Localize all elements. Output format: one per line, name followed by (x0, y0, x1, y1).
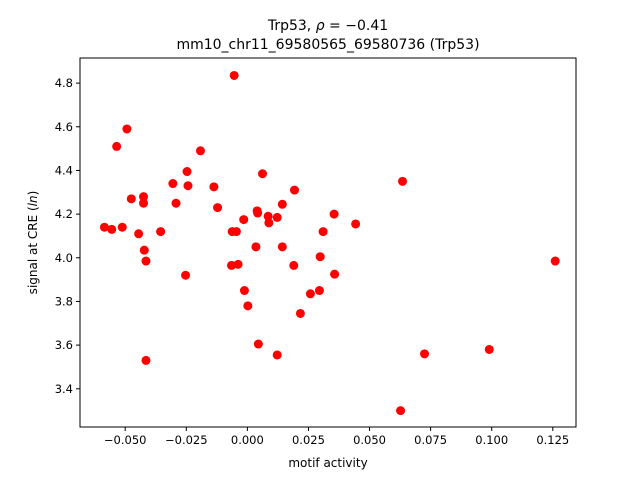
y-tick-label: 4.2 (55, 207, 73, 221)
y-axis-label: signal at CRE (ln) (26, 191, 40, 295)
scatter-point (351, 219, 361, 229)
scatter-point (330, 269, 340, 279)
title-prefix: Trp53, (267, 18, 316, 34)
scatter-point (398, 176, 408, 186)
x-axis-label: motif activity (288, 456, 367, 470)
scatter-point (141, 355, 151, 365)
y-tick-label: 3.4 (55, 382, 73, 396)
scatter-point (272, 350, 282, 360)
x-tick-label: 0.000 (231, 433, 264, 447)
scatter-point (329, 209, 339, 219)
chart-title-line2: mm10_chr11_69580565_69580736 (Trp53) (176, 37, 479, 53)
y-tick-label: 4.0 (55, 251, 73, 265)
scatter-point (195, 146, 205, 156)
scatter-point (277, 199, 287, 209)
axes-frame (79, 57, 577, 428)
scatter-point (251, 242, 261, 252)
ylabel-prefix: signal at CRE ( (26, 206, 40, 294)
y-tick-label: 4.4 (55, 163, 73, 177)
scatter-point (231, 227, 241, 237)
scatter-point (258, 169, 268, 179)
ylabel-italic: ln (26, 195, 40, 206)
scatter-point (171, 198, 181, 208)
chart-title-line1: Trp53, ρ = −0.41 (267, 18, 388, 34)
scatter-point (290, 185, 300, 195)
scatter-point (263, 211, 273, 221)
title-rho: ρ (316, 18, 325, 34)
scatter-point (239, 286, 249, 296)
x-axis-ticks: −0.050 −0.025 0.000 0.025 0.050 0.075 0.100 0.1… (104, 427, 569, 447)
x-tick-label: 0.075 (414, 433, 447, 447)
y-tick-label: 4.6 (55, 120, 73, 134)
scatter-point (289, 260, 299, 270)
scatter-point (181, 270, 191, 280)
scatter-point (156, 227, 166, 237)
scatter-point (233, 259, 243, 269)
scatter-point (139, 245, 149, 255)
ylabel-suffix: ) (26, 191, 40, 196)
scatter-point (243, 301, 253, 311)
scatter-point (182, 167, 192, 177)
scatter-point (253, 339, 263, 349)
y-axis-ticks: 3.4 3.6 3.8 4.0 4.2 4.4 4.6 4.8 (55, 76, 80, 396)
y-tick-label: 3.6 (55, 338, 73, 352)
scatter-point (112, 141, 122, 151)
scatter-point (277, 242, 287, 252)
scatter-point (420, 349, 430, 359)
scatter-point (396, 406, 406, 416)
x-tick-label: −0.025 (165, 433, 208, 447)
scatter-point (209, 182, 219, 192)
x-tick-label: 0.050 (353, 433, 386, 447)
title-suffix: = −0.41 (325, 18, 389, 34)
scatter-point (139, 192, 149, 202)
scatter-point (183, 181, 193, 191)
scatter-point (253, 208, 263, 218)
scatter-point (305, 289, 315, 299)
plot-area (99, 70, 560, 416)
x-tick-label: 0.125 (536, 433, 569, 447)
scatter-point (229, 70, 239, 80)
x-tick-label: 0.025 (292, 433, 325, 447)
scatter-point (107, 224, 117, 234)
x-tick-label: 0.100 (475, 433, 508, 447)
scatter-point (318, 227, 328, 237)
scatter-point (99, 222, 109, 232)
scatter-point (314, 286, 324, 296)
scatter-point (117, 222, 127, 232)
x-tick-label: −0.050 (104, 433, 147, 447)
scatter-point (295, 308, 305, 318)
scatter-point (168, 179, 178, 189)
scatter-point (239, 215, 249, 225)
scatter-point (550, 256, 560, 266)
scatter-point (134, 229, 144, 239)
scatter-point (141, 256, 151, 266)
scatter-point (213, 203, 223, 213)
scatter-point (264, 218, 274, 228)
scatter-point (484, 344, 494, 354)
scatter-point (126, 194, 136, 204)
y-tick-label: 4.8 (55, 76, 73, 90)
scatter-point (139, 198, 149, 208)
y-tick-label: 3.8 (55, 294, 73, 308)
scatter-point (122, 124, 132, 134)
scatter-point (272, 212, 282, 222)
scatter-point (315, 252, 325, 262)
